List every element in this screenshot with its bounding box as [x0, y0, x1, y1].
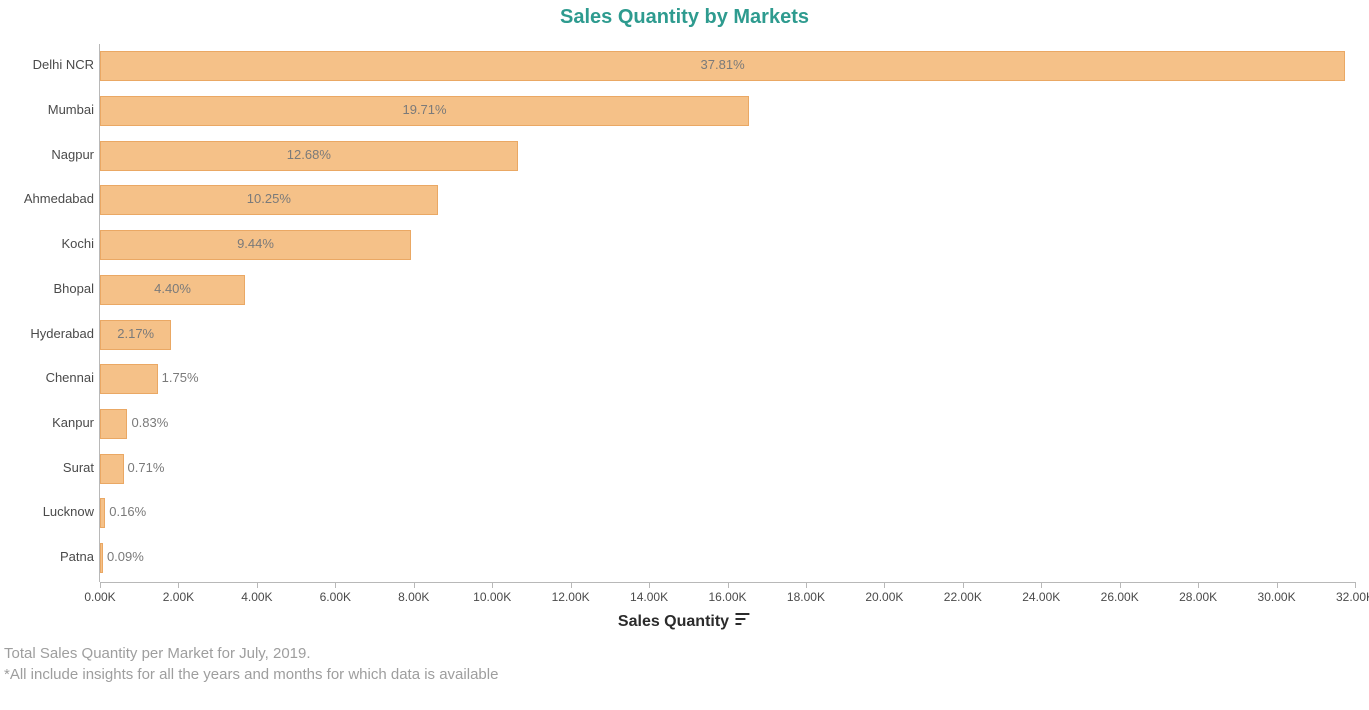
caption-line-2: *All include insights for all the years … — [4, 665, 1369, 685]
caption-line-1: Total Sales Quantity per Market for July… — [4, 644, 1369, 664]
sales-quantity-chart: Sales Quantity by Markets Delhi NCR37.81… — [0, 0, 1369, 710]
x-axis-tick-label: 26.00K — [1101, 590, 1139, 604]
sort-desc-icon — [735, 612, 751, 631]
x-axis-tick — [257, 582, 258, 588]
x-axis-tick — [571, 582, 572, 588]
x-axis-tick-label: 30.00K — [1258, 590, 1296, 604]
bar[interactable] — [100, 498, 105, 528]
bar-value-label: 12.68% — [287, 147, 331, 162]
bar-value-label: 10.25% — [247, 191, 291, 206]
y-axis-category-label: Lucknow — [43, 504, 94, 519]
y-axis-category-label: Hyderabad — [30, 326, 94, 341]
x-axis-tick-label: 14.00K — [630, 590, 668, 604]
bar[interactable] — [100, 409, 127, 439]
bar-value-label: 0.16% — [109, 504, 146, 519]
x-axis-tick-label: 20.00K — [865, 590, 903, 604]
x-axis-title-text: Sales Quantity — [618, 613, 729, 631]
bar-value-label: 0.71% — [128, 460, 165, 475]
x-axis-tick — [649, 582, 650, 588]
y-axis-category-label: Kanpur — [52, 415, 94, 430]
x-axis-tick — [178, 582, 179, 588]
x-axis-tick — [884, 582, 885, 588]
bar-value-label: 19.71% — [402, 102, 446, 117]
x-axis-tick — [1277, 582, 1278, 588]
plot-area: Delhi NCR 37.81% Mumbai 19.71% Nagpur 12.68% A… — [0, 0, 1369, 710]
bar-value-label: 0.83% — [131, 415, 168, 430]
bar-value-label: 0.09% — [107, 549, 144, 564]
x-axis-tick-label: 22.00K — [944, 590, 982, 604]
y-axis-category-label: Surat — [63, 460, 94, 475]
y-axis-category-label: Patna — [60, 549, 94, 564]
x-axis-tick-label: 6.00K — [320, 590, 351, 604]
bar-value-label: 4.40% — [154, 281, 191, 296]
x-axis-tick-label: 0.00K — [84, 590, 115, 604]
bar-value-label: 37.81% — [701, 57, 745, 72]
x-axis-tick — [492, 582, 493, 588]
y-axis-category-label: Chennai — [46, 370, 94, 385]
y-axis-category-label: Nagpur — [51, 147, 94, 162]
x-axis-tick — [414, 582, 415, 588]
y-axis-line — [99, 44, 100, 582]
x-axis-tick-label: 18.00K — [787, 590, 825, 604]
x-axis-title[interactable]: Sales Quantity — [618, 612, 751, 631]
y-axis-category-label: Mumbai — [48, 102, 94, 117]
y-axis-category-label: Ahmedabad — [24, 191, 94, 206]
bar-value-label: 2.17% — [117, 326, 154, 341]
x-axis-tick-label: 32.00K — [1336, 590, 1369, 604]
x-axis-tick — [1198, 582, 1199, 588]
bar-value-label: 1.75% — [162, 370, 199, 385]
x-axis-tick-label: 24.00K — [1022, 590, 1060, 604]
x-axis-tick — [100, 582, 101, 588]
x-axis-tick-label: 12.00K — [552, 590, 590, 604]
x-axis-tick-label: 16.00K — [708, 590, 746, 604]
bar-value-label: 9.44% — [237, 236, 274, 251]
x-axis-tick — [1355, 582, 1356, 588]
bar[interactable] — [100, 543, 103, 573]
x-axis-tick-label: 2.00K — [163, 590, 194, 604]
x-axis-tick-label: 8.00K — [398, 590, 429, 604]
y-axis-category-label: Kochi — [61, 236, 94, 251]
bar[interactable] — [100, 454, 124, 484]
y-axis-category-label: Bhopal — [54, 281, 94, 296]
y-axis-category-label: Delhi NCR — [33, 57, 94, 72]
x-axis-tick — [806, 582, 807, 588]
x-axis-tick — [335, 582, 336, 588]
chart-caption: Total Sales Quantity per Market for July… — [4, 644, 1369, 685]
x-axis-tick-label: 10.00K — [473, 590, 511, 604]
x-axis-tick — [963, 582, 964, 588]
bar[interactable] — [100, 364, 158, 394]
x-axis-tick — [1041, 582, 1042, 588]
x-axis-tick — [728, 582, 729, 588]
x-axis-tick-label: 4.00K — [241, 590, 272, 604]
x-axis-tick — [1120, 582, 1121, 588]
x-axis-tick-label: 28.00K — [1179, 590, 1217, 604]
